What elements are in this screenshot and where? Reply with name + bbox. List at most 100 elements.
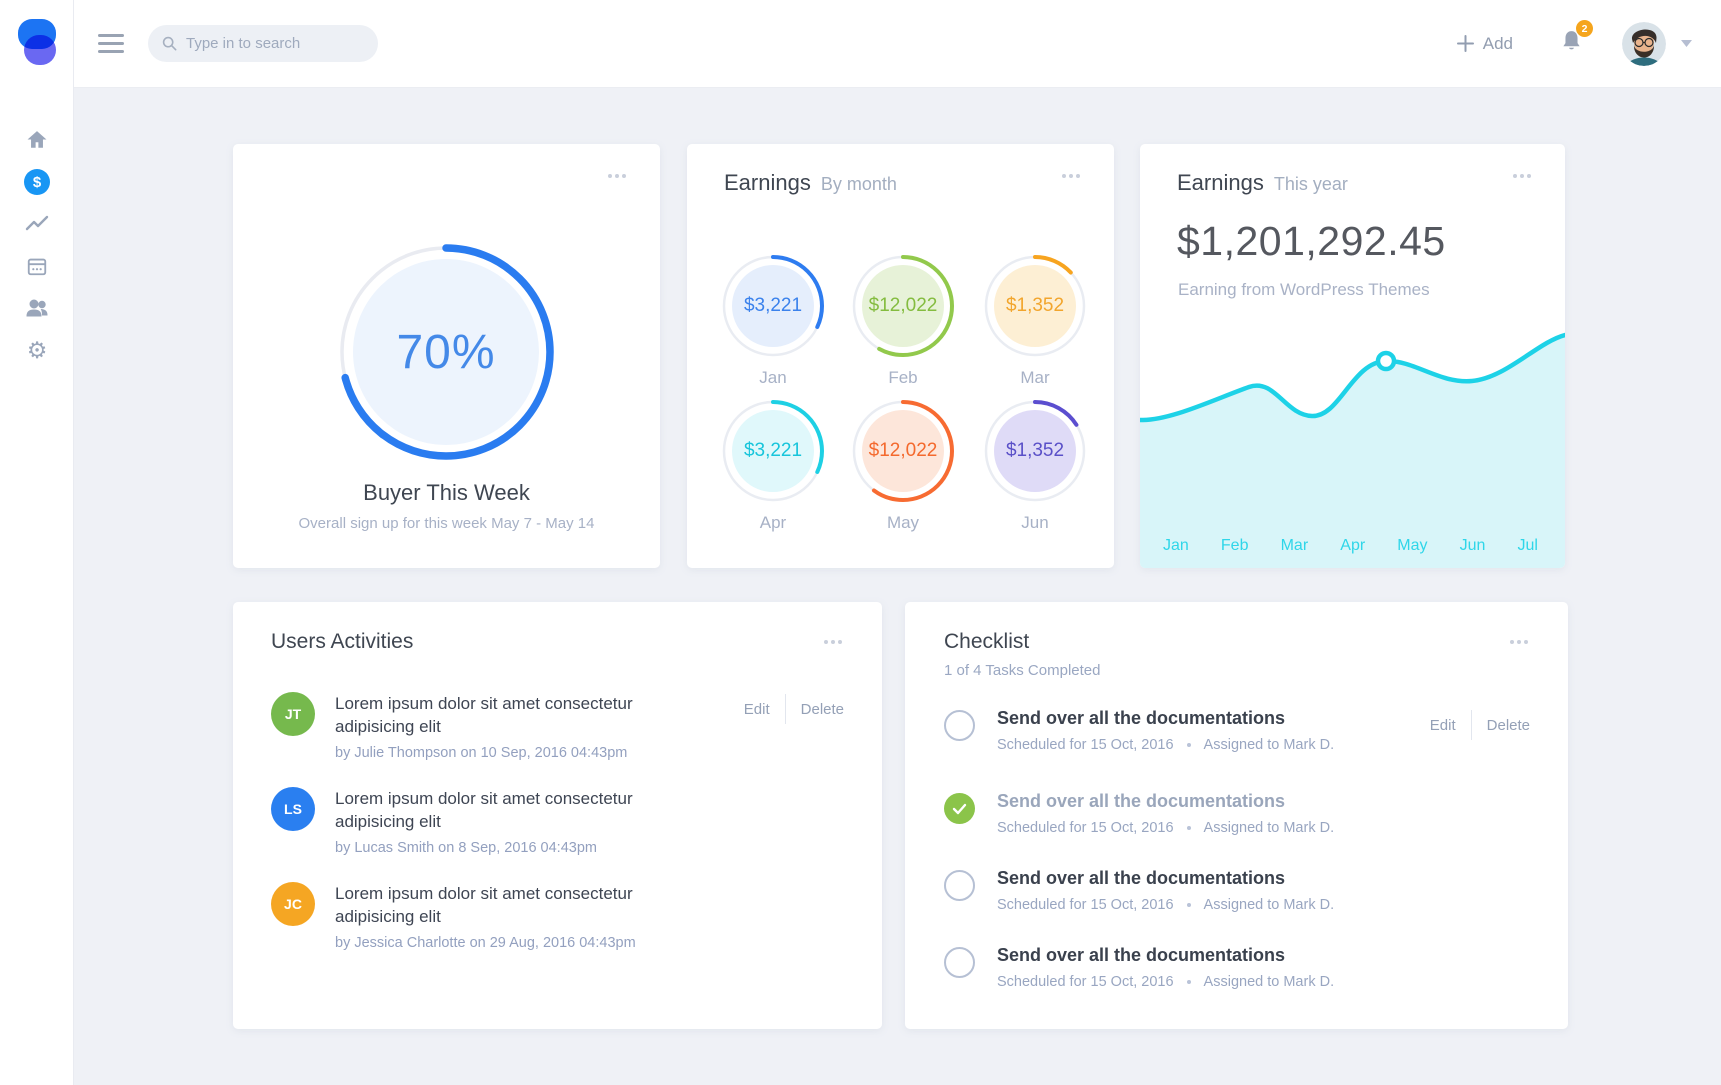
month-stat-jun: $1,352 Jun — [983, 399, 1087, 533]
earnings-area-chart: Jan Feb Mar Apr May Jun Jul — [1140, 258, 1565, 568]
checkbox-circle-checked[interactable] — [944, 793, 975, 824]
task-row: Send over all the documentations Schedul… — [944, 868, 1530, 913]
task-assigned: Assigned to Mark D. — [1203, 897, 1335, 913]
card-users-activities: Users Activities JT Lorem ipsum dolor si… — [233, 602, 882, 1029]
divider — [1470, 710, 1472, 740]
avatar-photo — [1622, 21, 1666, 66]
notifications-button[interactable]: 2 — [1559, 20, 1593, 59]
stat-label: Jan — [759, 368, 787, 387]
main-content: 70% Buyer This Week Overall sign up for … — [74, 88, 1721, 1085]
task-meta: Scheduled for 15 Oct, 2016 Assigned to M… — [997, 974, 1334, 990]
sidebar-item-home[interactable] — [24, 127, 50, 153]
task-title: Send over all the documentations — [997, 791, 1286, 811]
gear-icon: ⚙ — [26, 336, 48, 363]
stat-value: $1,352 — [1005, 295, 1065, 316]
card-buyer-this-week: 70% Buyer This Week Overall sign up for … — [233, 144, 660, 568]
task-scheduled: Scheduled for 15 Oct, 2016 — [997, 737, 1174, 753]
month-label: Jan — [1163, 537, 1189, 554]
more-options-icon[interactable] — [604, 170, 630, 182]
buyer-card-title: Buyer This Week — [363, 480, 530, 505]
bullet-separator — [1186, 980, 1191, 984]
stat-label: Mar — [1020, 368, 1050, 387]
yearly-earnings-caption: Earning from WordPress Themes — [1178, 280, 1430, 299]
edit-link[interactable]: Edit — [743, 700, 770, 718]
dollar-icon: $ — [24, 169, 50, 195]
sidebar-item-earnings[interactable]: $ — [24, 169, 50, 195]
more-options-icon[interactable] — [1058, 170, 1084, 182]
card-title: Users Activities — [271, 630, 414, 653]
stat-value: $12,022 — [868, 295, 938, 316]
more-options-icon[interactable] — [1506, 636, 1532, 648]
chart-marker-dot — [1375, 350, 1397, 372]
search-bar — [148, 25, 378, 62]
row-actions: Edit Delete — [1430, 708, 1530, 740]
month-label: Apr — [1340, 537, 1366, 554]
delete-link[interactable]: Delete — [1486, 716, 1530, 734]
avatar[interactable] — [1622, 21, 1666, 66]
buyer-card-subtitle: Overall sign up for this week May 7 - Ma… — [298, 515, 595, 532]
calendar-icon — [27, 258, 47, 276]
stat-label: Apr — [759, 513, 787, 532]
month-stat-feb: $12,022 Feb — [851, 254, 955, 388]
task-title: Send over all the documentations — [997, 708, 1286, 728]
bullet-separator — [1186, 826, 1191, 830]
logo-shape-purple — [24, 35, 56, 65]
activity-text: Lorem ipsum dolor sit amet consectetur a… — [335, 694, 633, 736]
menu-icon[interactable] — [98, 34, 124, 53]
card-title: Earnings — [724, 170, 811, 195]
activity-row: JT Lorem ipsum dolor sit amet consectetu… — [271, 692, 844, 761]
stat-label: May — [886, 513, 920, 532]
checkbox-circle[interactable] — [944, 947, 975, 978]
card-subtitle: By month — [820, 174, 897, 194]
card-title: Checklist — [944, 630, 1030, 653]
yearly-earnings-amount: $1,201,292.45 — [1177, 218, 1446, 264]
bell-icon — [1563, 31, 1580, 50]
task-list: Send over all the documentations Schedul… — [944, 690, 1530, 990]
topbar-actions: Add 2 — [1456, 20, 1693, 66]
search-input[interactable] — [185, 35, 364, 52]
activity-meta: by Lucas Smith on 8 Sep, 2016 04:43pm — [335, 840, 597, 856]
profile-menu-button[interactable] — [1680, 39, 1693, 48]
task-assigned: Assigned to Mark D. — [1203, 974, 1335, 990]
month-label: Jun — [1459, 537, 1486, 554]
sidebar: $ ⚙ — [0, 0, 74, 1085]
edit-link[interactable]: Edit — [1429, 716, 1456, 734]
avatar: JT — [271, 692, 315, 736]
task-meta: Scheduled for 15 Oct, 2016 Assigned to M… — [997, 820, 1334, 836]
activity-row: LS Lorem ipsum dolor sit amet consectetu… — [271, 787, 844, 856]
card-earnings-by-month: Earnings By month $3,221 Jan $12,022 Feb — [687, 144, 1114, 568]
checkbox-circle[interactable] — [944, 870, 975, 901]
sidebar-item-analytics[interactable] — [24, 211, 50, 237]
delete-link[interactable]: Delete — [800, 700, 844, 718]
notification-badge: 2 — [1576, 20, 1593, 37]
card-checklist: Checklist 1 of 4 Tasks Completed Send ov… — [905, 602, 1568, 1029]
stat-label: Jun — [1021, 513, 1049, 532]
more-options-icon[interactable] — [820, 636, 846, 648]
check-icon — [952, 803, 967, 814]
activity-meta: by Julie Thompson on 10 Sep, 2016 04:43p… — [335, 745, 628, 761]
app-logo[interactable] — [15, 16, 61, 66]
more-options-icon[interactable] — [1509, 170, 1535, 182]
sidebar-item-settings[interactable]: ⚙ — [24, 337, 50, 363]
avatar: JC — [271, 882, 315, 926]
stat-value: $3,221 — [743, 295, 803, 316]
activity-text: Lorem ipsum dolor sit amet consectetur a… — [335, 884, 633, 926]
task-row: Send over all the documentations Schedul… — [944, 791, 1530, 836]
home-icon — [27, 131, 47, 148]
activity-row: JC Lorem ipsum dolor sit amet consectetu… — [271, 882, 844, 951]
avatar: LS — [271, 787, 315, 831]
sidebar-item-users[interactable] — [24, 295, 50, 321]
area-chart-svg — [1140, 332, 1565, 568]
chart-month-labels: Jan Feb Mar Apr May Jun Jul — [1163, 537, 1538, 555]
sidebar-item-calendar[interactable] — [24, 253, 50, 279]
users-icon — [26, 299, 48, 317]
checkbox-circle[interactable] — [944, 710, 975, 741]
add-button[interactable]: Add — [1456, 34, 1513, 54]
task-scheduled: Scheduled for 15 Oct, 2016 — [997, 820, 1174, 836]
buyer-percent-value: 70% — [396, 325, 496, 379]
task-title: Send over all the documentations — [997, 868, 1286, 888]
plus-icon — [1456, 35, 1474, 52]
task-title: Send over all the documentations — [997, 945, 1286, 965]
month-label: Jul — [1517, 537, 1538, 554]
month-stat-mar: $1,352 Mar — [983, 254, 1087, 388]
